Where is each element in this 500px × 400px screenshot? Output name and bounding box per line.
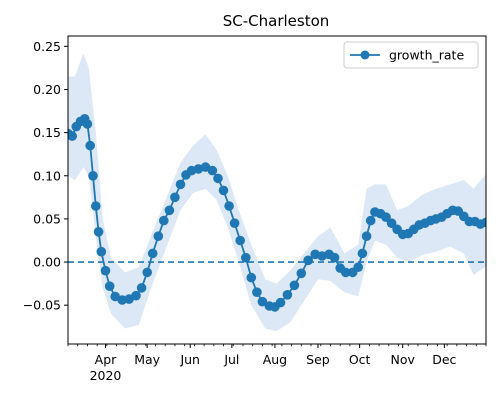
data-point — [353, 262, 364, 273]
data-point — [164, 205, 175, 216]
data-point — [218, 185, 229, 196]
y-tick-label: 0.00 — [33, 255, 61, 270]
data-point — [93, 227, 104, 237]
data-point — [361, 231, 372, 241]
data-point — [207, 165, 218, 176]
data-point — [241, 252, 251, 263]
data-point — [104, 281, 115, 292]
y-tick-label: 0.15 — [33, 125, 61, 140]
data-point — [153, 231, 164, 241]
data-point — [296, 268, 307, 279]
data-point — [303, 255, 314, 266]
y-tick-label: −0.05 — [23, 298, 61, 313]
axes-frame — [67, 35, 487, 345]
x-tick-label: Sep — [306, 352, 330, 367]
data-point — [68, 131, 77, 141]
data-point — [175, 179, 186, 190]
data-point — [357, 248, 368, 259]
confidence-band — [68, 53, 486, 332]
x-tick-label: Nov — [390, 352, 415, 367]
legend-box — [343, 41, 479, 69]
y-axis: −0.05 0.00 0.05 0.10 0.15 0.20 0.25 — [23, 39, 68, 313]
data-point — [91, 201, 101, 211]
x-tick-label: Aug — [263, 352, 287, 367]
chart-title: SC-Charleston — [223, 12, 330, 30]
legend: growth_rate — [343, 41, 479, 69]
data-point — [170, 192, 180, 203]
legend-marker-swatch — [360, 50, 370, 60]
data-point — [96, 246, 107, 257]
x-tick-label: Jul — [223, 352, 239, 367]
data-point — [82, 119, 93, 129]
data-point — [246, 272, 257, 283]
data-point — [282, 290, 293, 300]
x-tick-label: Dec — [432, 352, 456, 367]
y-tick-label: 0.10 — [33, 168, 61, 183]
x-tick-label: Oct — [349, 352, 371, 367]
data-point — [386, 218, 397, 228]
data-point — [252, 287, 262, 298]
data-point — [85, 140, 95, 151]
data-point — [481, 217, 486, 228]
data-point — [257, 296, 268, 307]
data-point — [100, 265, 111, 276]
growth-rate-markers — [68, 114, 486, 312]
x-tick-sublabel: 2020 — [90, 368, 122, 383]
data-point — [275, 297, 286, 308]
data-point — [142, 267, 152, 278]
data-point — [329, 252, 340, 263]
data-point — [381, 212, 391, 222]
data-point — [365, 215, 376, 226]
x-tick-label: Apr — [95, 352, 117, 367]
plot-area — [68, 53, 486, 332]
data-point — [224, 201, 234, 211]
data-point — [131, 290, 141, 301]
data-point — [136, 283, 147, 293]
y-tick-label: 0.20 — [33, 82, 61, 97]
y-tick-label: 0.05 — [33, 211, 61, 226]
x-tick-label: May — [134, 352, 160, 367]
data-point — [147, 248, 158, 259]
data-point — [159, 215, 169, 226]
data-point — [340, 267, 351, 278]
y-tick-label: 0.25 — [33, 39, 61, 54]
x-tick-label: Jun — [179, 352, 200, 367]
data-point — [235, 235, 245, 246]
data-point — [88, 171, 98, 181]
data-point — [229, 218, 240, 228]
data-point — [213, 173, 223, 184]
data-point — [289, 280, 300, 291]
legend-label: growth_rate — [389, 48, 464, 63]
